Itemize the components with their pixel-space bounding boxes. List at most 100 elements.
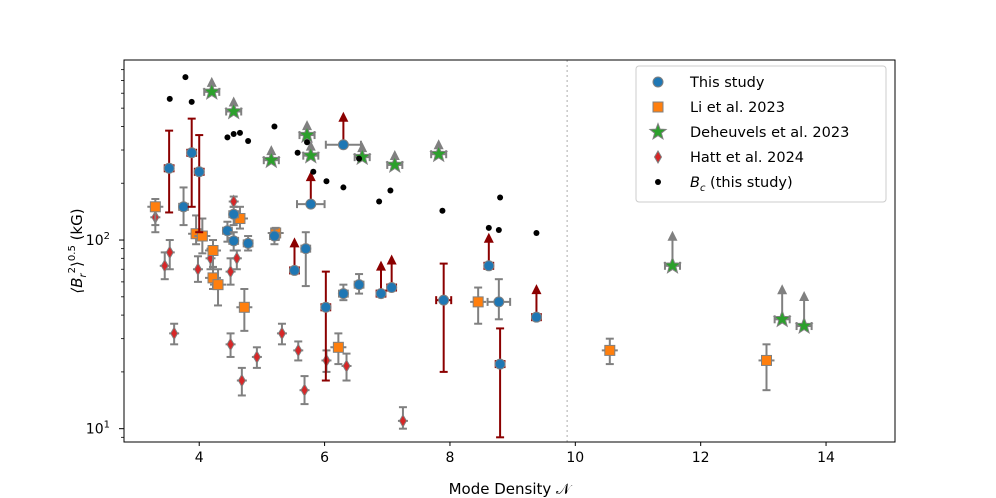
bc-marker	[236, 129, 243, 136]
deheuvels-marker	[352, 147, 372, 166]
hatt-point	[397, 406, 408, 430]
hatt-marker	[342, 358, 351, 373]
lower-limit-arrowhead	[777, 284, 788, 295]
deheuvels-marker	[297, 125, 317, 144]
lower-limit-arrowhead	[289, 237, 300, 248]
bc-marker	[533, 229, 540, 236]
x-axis-label: Mode Density 𝒩	[449, 480, 573, 498]
deheuvels-point	[202, 76, 222, 100]
deheuvels-marker	[429, 144, 449, 163]
lower-limit-arrowhead	[389, 149, 400, 160]
deheuvels-point	[429, 139, 449, 163]
axis-ticks: 4 6 8 10 12 14 101 102	[86, 69, 835, 466]
hatt-point	[299, 375, 310, 406]
this-study-point	[386, 254, 398, 294]
lower-limit-arrowhead	[338, 111, 349, 122]
deheuvels-marker	[301, 145, 321, 164]
y-tick-label: 101	[86, 420, 110, 438]
this-study-point	[288, 237, 300, 276]
lower-limit-arrowhead	[433, 139, 444, 150]
this-study-marker	[438, 294, 450, 306]
this-study-marker	[493, 296, 505, 308]
x-tick-label: 8	[445, 450, 454, 466]
this-study-point	[228, 205, 240, 227]
hatt-point	[251, 346, 262, 369]
this-study-point	[242, 235, 254, 252]
deheuvels-point	[261, 145, 281, 169]
hatt-marker	[237, 373, 246, 388]
li-marker	[238, 301, 250, 313]
hatt-marker	[232, 251, 241, 266]
legend-label: Li et al. 2023	[690, 100, 785, 116]
hatt-point	[236, 366, 247, 397]
bc-marker	[340, 184, 347, 191]
deheuvels-marker	[385, 155, 405, 173]
this-study-point	[228, 231, 240, 252]
legend: This study Li et al. 2023 Deheuvels et al.…	[635, 65, 887, 203]
this-study-point	[163, 129, 175, 214]
li-marker	[207, 244, 219, 256]
x-tick-label: 12	[692, 450, 710, 466]
lower-limit-arrowhead	[228, 96, 239, 107]
li-point	[330, 332, 347, 366]
this-study-marker	[163, 162, 175, 174]
deheuvels-point	[385, 149, 405, 173]
this-study-marker	[242, 237, 254, 249]
x-tick-label: 4	[195, 450, 204, 466]
lower-limit-arrowhead	[483, 232, 494, 243]
lower-limit-arrowhead	[667, 230, 678, 241]
bc-marker	[188, 98, 195, 105]
this-study-marker	[288, 264, 300, 276]
this-study-point	[324, 111, 362, 151]
this-study-marker	[386, 282, 398, 294]
li-point	[470, 286, 487, 325]
this-study-point	[221, 220, 233, 243]
deheuvels-point	[301, 140, 321, 164]
lower-limit-arrowhead	[799, 291, 810, 302]
li-marker	[604, 344, 616, 356]
this-study-marker	[483, 260, 495, 272]
this-study-point	[483, 232, 495, 272]
lower-limit-arrowhead	[266, 145, 277, 156]
li-point	[758, 343, 775, 392]
hatt-point	[192, 255, 203, 283]
li-point	[194, 217, 211, 255]
this-study-point	[435, 262, 453, 373]
deheuvels-point	[794, 291, 814, 335]
hatt-point	[169, 322, 180, 346]
legend-label: Deheuvels et al. 2023	[690, 125, 849, 141]
deheuvels-marker	[663, 255, 682, 274]
bc-marker	[294, 149, 301, 156]
this-study-marker	[353, 279, 365, 291]
y-axis-label: ⟨Br2⟩0.5 (kG)	[67, 208, 89, 293]
bc-marker	[387, 187, 394, 194]
hatt-point	[293, 340, 304, 362]
this-study-marker	[320, 301, 332, 313]
axes-frame	[123, 59, 896, 443]
y-tick-label: 102	[86, 231, 110, 249]
this-study-marker	[178, 201, 190, 213]
hatt-point	[276, 322, 287, 346]
bc-marker	[304, 139, 311, 146]
this-study-marker	[186, 147, 198, 159]
hatt-point	[225, 332, 236, 358]
legend-marker-square	[652, 101, 664, 113]
lower-limit-arrowhead	[531, 284, 542, 295]
hatt-marker	[277, 326, 287, 341]
this-study-point	[193, 134, 205, 234]
legend-marker-circle	[652, 76, 664, 88]
legend-box	[635, 65, 887, 203]
deheuvels-point	[297, 120, 317, 144]
deheuvels-marker	[261, 150, 281, 169]
hatt-marker	[252, 349, 261, 364]
bc-marker	[224, 134, 231, 141]
li-point	[205, 239, 222, 268]
this-study-marker	[268, 230, 280, 242]
this-study-point	[186, 117, 198, 208]
bc-marker	[230, 130, 237, 137]
deheuvels-marker	[772, 309, 792, 328]
this-study-marker	[494, 358, 506, 370]
this-study-marker	[375, 288, 387, 300]
this-study-point	[494, 327, 506, 439]
lower-limit-arrowhead	[376, 260, 386, 271]
